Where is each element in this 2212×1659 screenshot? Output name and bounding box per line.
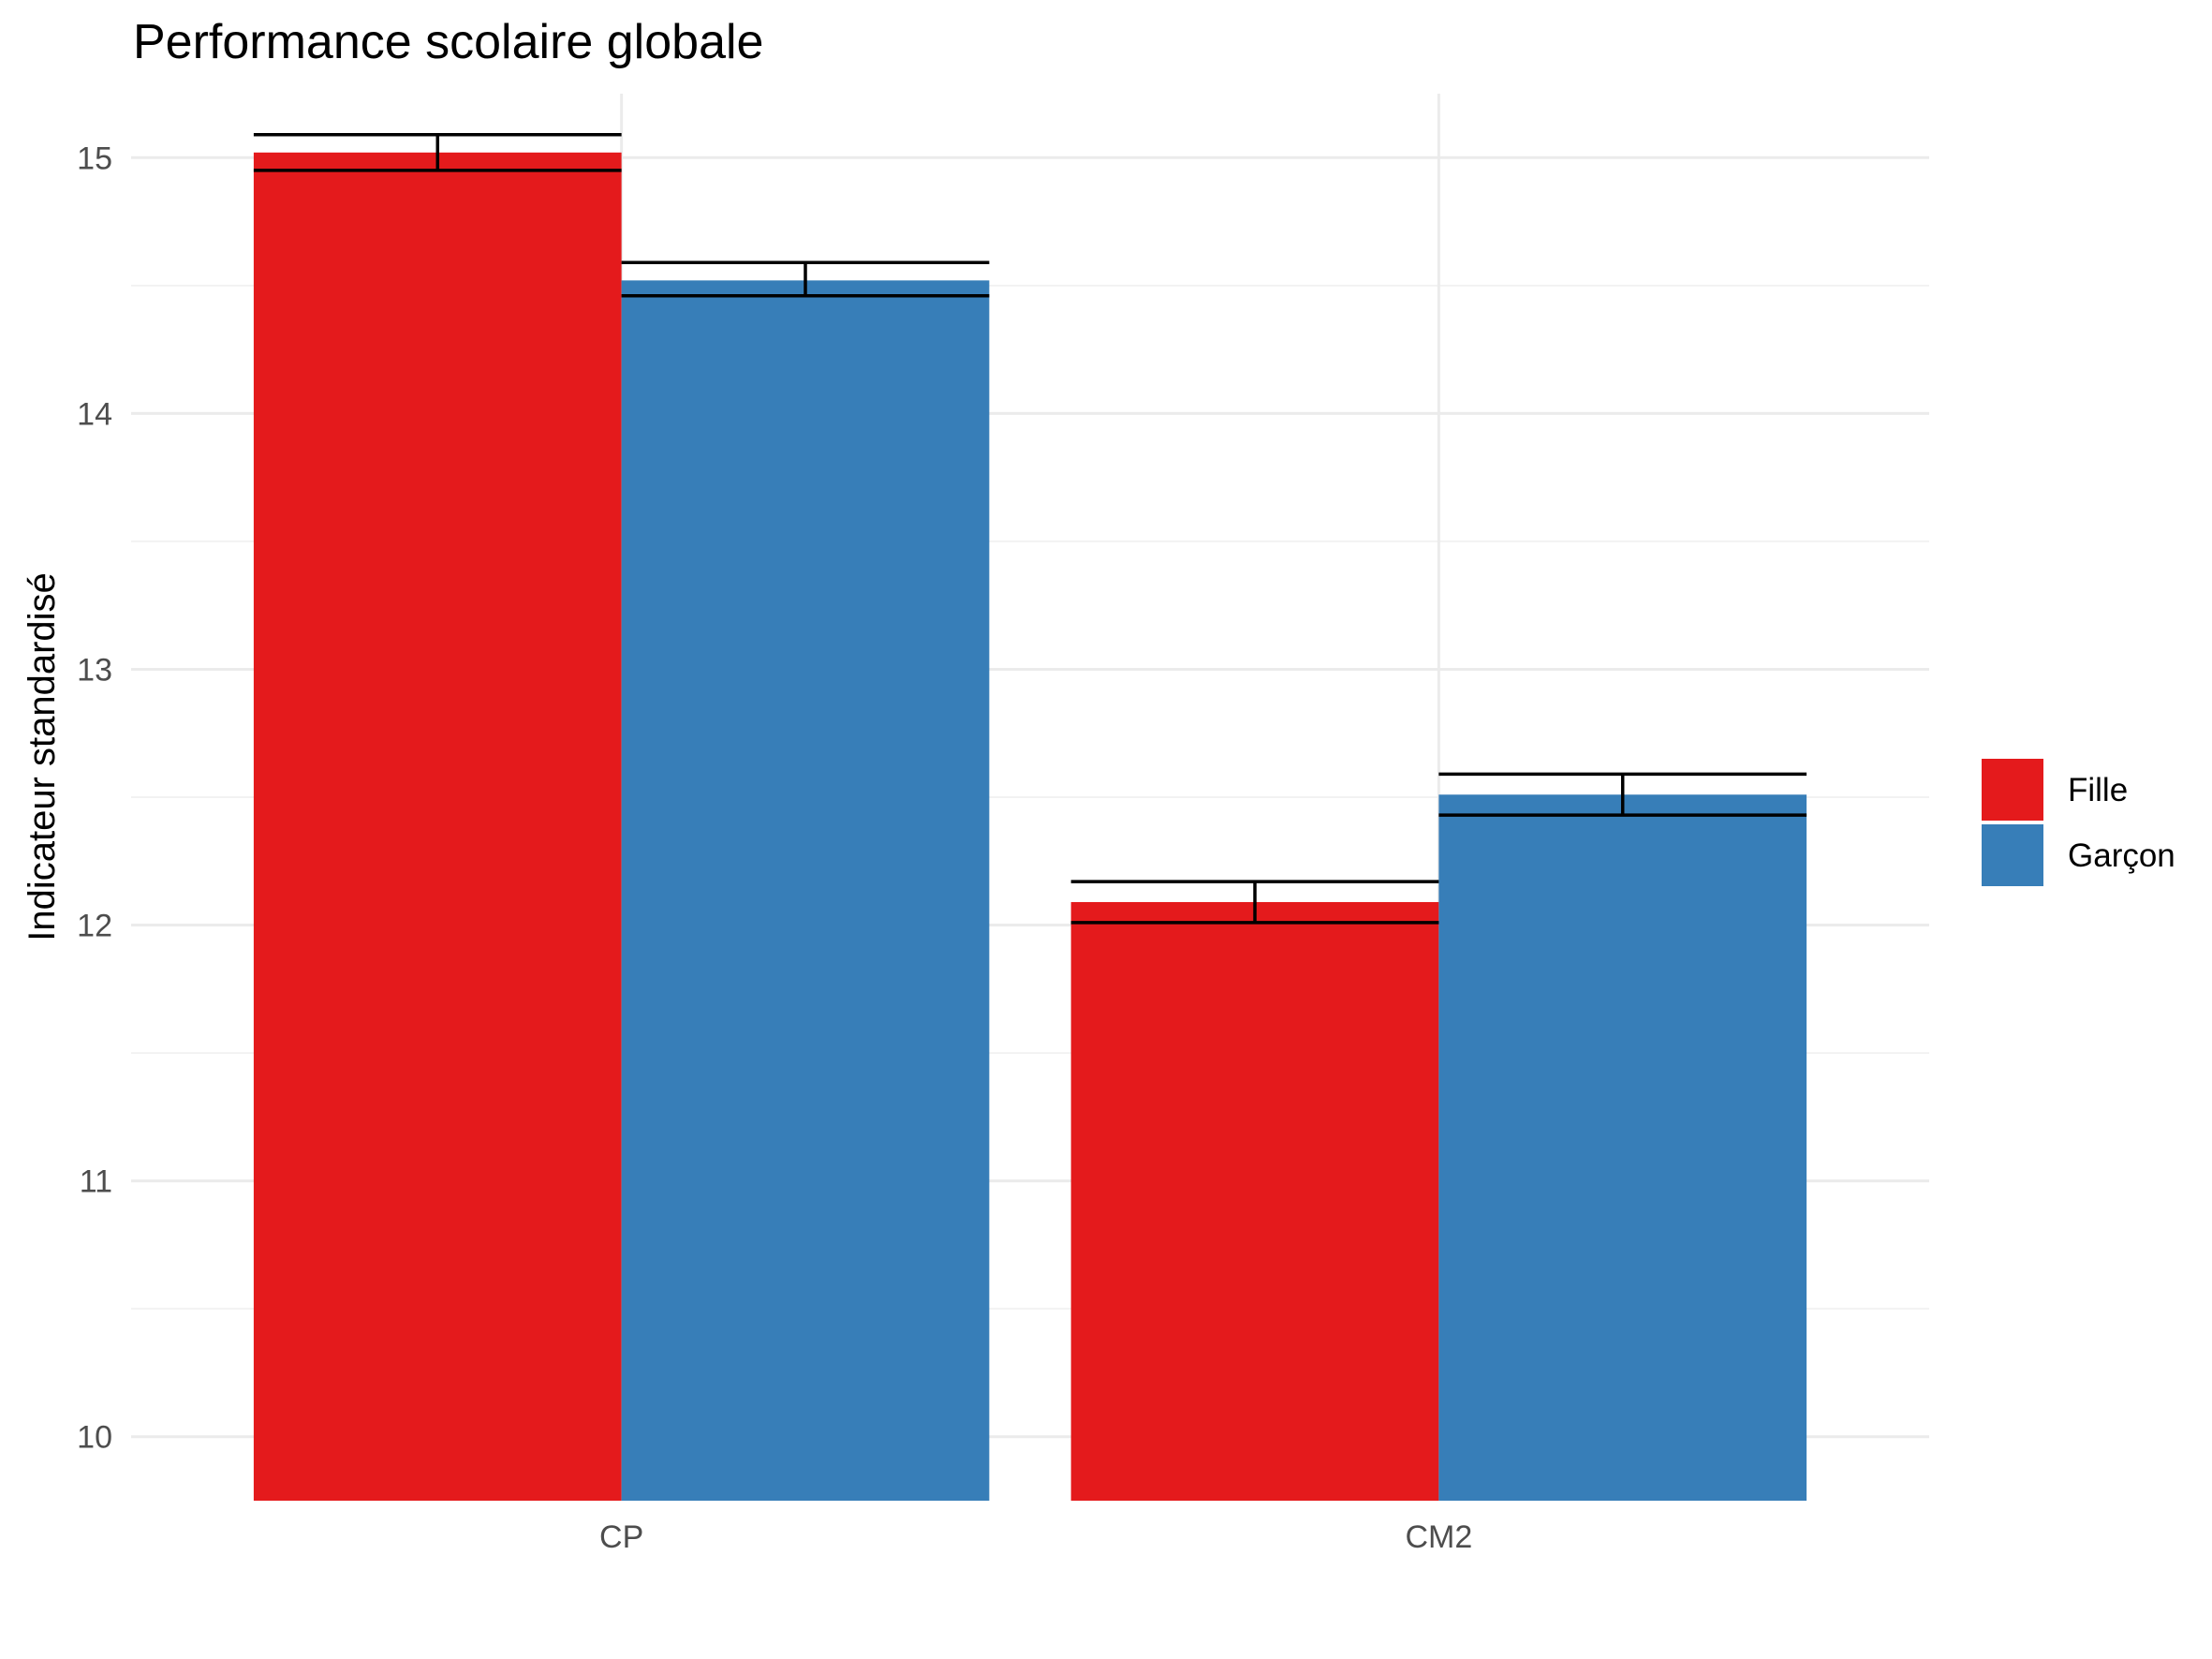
bar-fille-cm2: [1070, 901, 1439, 1501]
bars: [253, 152, 1807, 1502]
y-tick-label: 15: [77, 141, 112, 176]
y-tick-label: 12: [77, 909, 112, 944]
x-tick-label: CM2: [1405, 1519, 1472, 1555]
error-bars: [253, 132, 1807, 925]
error-bar: [253, 132, 622, 172]
legend-key: [1982, 824, 2043, 886]
legend-item: Garçon: [1982, 824, 2175, 886]
y-tick-label: 13: [77, 652, 112, 688]
x-tick-label: CP: [599, 1519, 643, 1555]
y-tick-label: 14: [77, 396, 112, 432]
bar-fille-cp: [253, 152, 622, 1501]
x-axis-ticks: CP CM2: [599, 1519, 1472, 1555]
error-bar: [1070, 880, 1439, 925]
legend-key: [1982, 759, 2043, 821]
legend-label: Fille: [2068, 772, 2128, 808]
legend-item: Fille: [1982, 759, 2128, 821]
y-tick-label: 10: [77, 1420, 112, 1456]
y-tick-label: 11: [80, 1164, 112, 1200]
chart-title: Performance scolaire globale: [133, 15, 763, 69]
bar-garon-cp: [621, 280, 990, 1502]
error-bar: [1438, 772, 1807, 817]
legend-label: Garçon: [2068, 837, 2175, 874]
legend: Fille Garçon: [1982, 759, 2175, 886]
error-bar: [621, 260, 990, 298]
y-axis-ticks: 10 11 12 13 14 15: [77, 141, 112, 1455]
y-axis-label: Indicateur standardisé: [22, 572, 63, 941]
bar-garon-cm2: [1438, 794, 1807, 1501]
